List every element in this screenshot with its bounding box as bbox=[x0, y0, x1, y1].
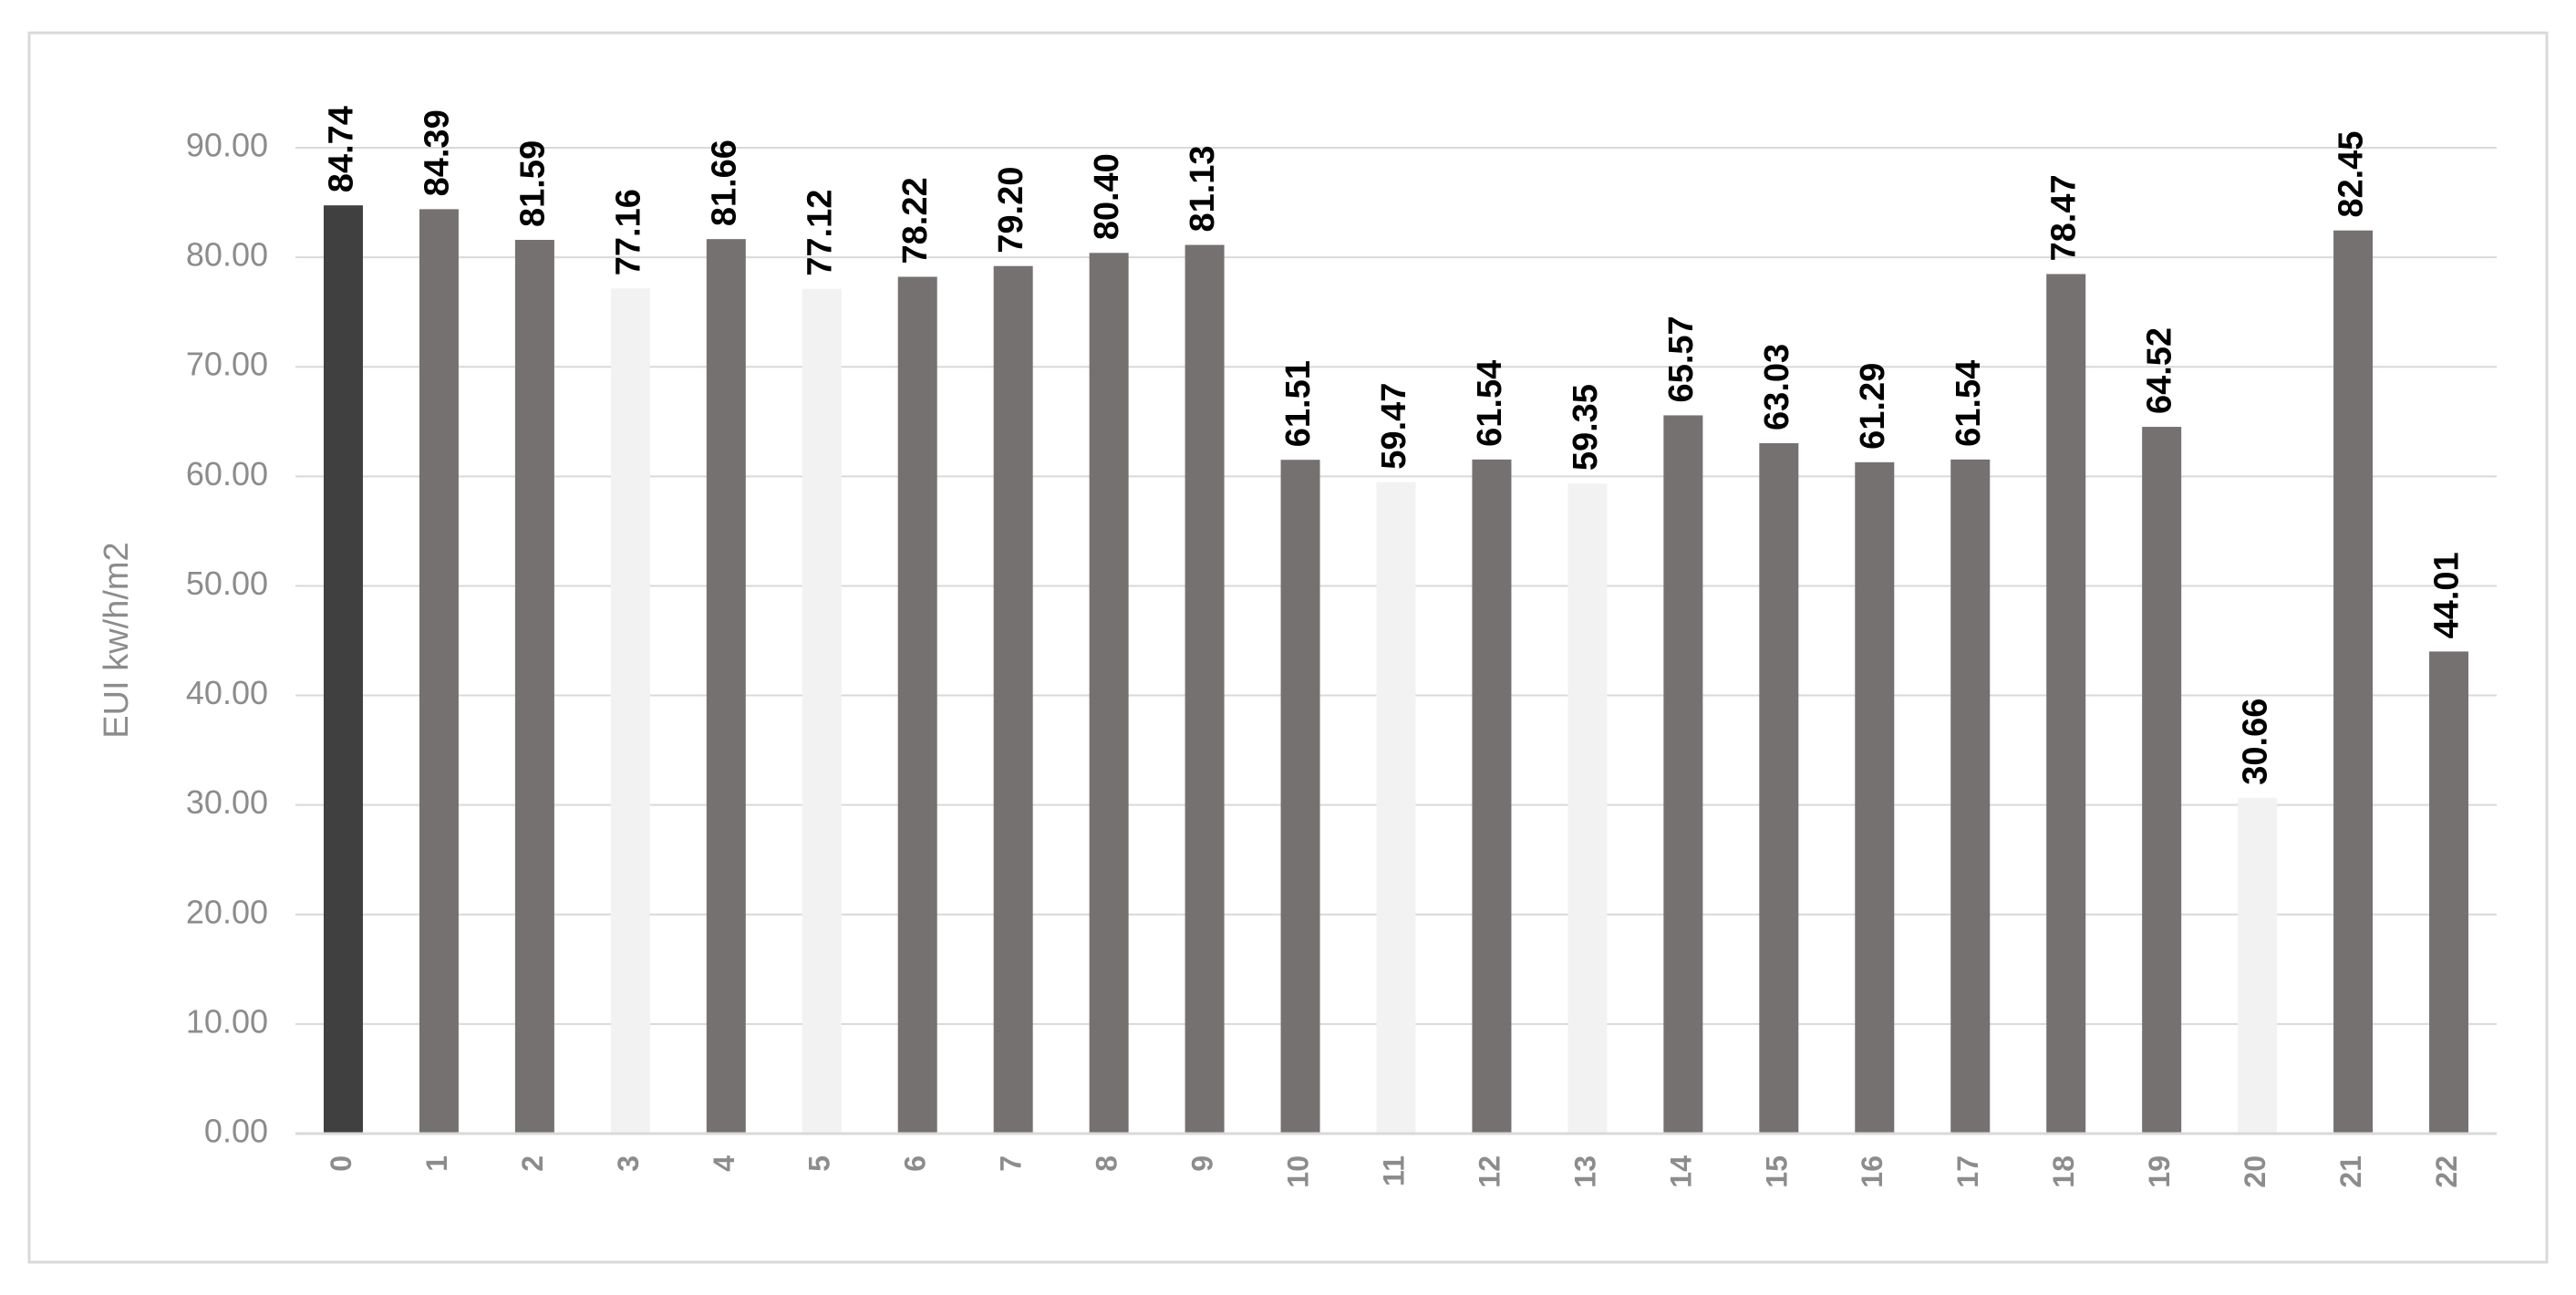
bar bbox=[1280, 460, 1320, 1134]
bar bbox=[1950, 459, 1991, 1134]
bar bbox=[1759, 442, 1799, 1134]
x-tick-label: 10 bbox=[1281, 1155, 1314, 1188]
value-label: 63.03 bbox=[1758, 344, 1796, 430]
y-tick-label: 80.00 bbox=[186, 236, 268, 274]
value-label: 77.16 bbox=[609, 189, 647, 275]
bar bbox=[706, 239, 746, 1134]
x-tick-label: 8 bbox=[1091, 1155, 1123, 1172]
bar bbox=[419, 209, 459, 1134]
bar bbox=[2238, 797, 2278, 1134]
value-label: 82.45 bbox=[2333, 131, 2371, 218]
bar bbox=[802, 288, 842, 1134]
bar bbox=[2333, 230, 2374, 1134]
x-tick-label: 2 bbox=[516, 1155, 549, 1172]
y-axis-label: EUI kw/h/m2 bbox=[98, 542, 136, 738]
x-tick-label: 9 bbox=[1186, 1155, 1219, 1172]
y-tick-label: 60.00 bbox=[186, 455, 268, 492]
bar bbox=[1663, 415, 1703, 1134]
y-tick-label: 0.00 bbox=[204, 1113, 268, 1150]
y-tick-label: 90.00 bbox=[186, 127, 268, 164]
x-tick-label: 18 bbox=[2047, 1155, 2080, 1188]
bar bbox=[323, 205, 363, 1134]
x-tick-label: 7 bbox=[995, 1155, 1028, 1172]
value-label: 44.01 bbox=[2428, 552, 2467, 638]
value-label: 64.52 bbox=[2141, 327, 2179, 414]
bar bbox=[514, 240, 554, 1134]
y-tick-label: 40.00 bbox=[186, 674, 268, 711]
value-label: 81.13 bbox=[1184, 145, 1222, 232]
bar bbox=[2142, 427, 2182, 1134]
x-tick-label: 4 bbox=[708, 1155, 740, 1172]
bar bbox=[2046, 274, 2086, 1134]
value-label: 79.20 bbox=[992, 167, 1030, 254]
x-tick-label: 0 bbox=[325, 1155, 357, 1172]
value-label: 81.59 bbox=[513, 140, 552, 227]
x-tick-label: 16 bbox=[1856, 1155, 1888, 1188]
value-label: 61.51 bbox=[1279, 360, 1318, 447]
value-label: 78.47 bbox=[2045, 174, 2084, 261]
bar bbox=[897, 276, 937, 1134]
value-label: 59.35 bbox=[1567, 384, 1605, 471]
x-tick-label: 14 bbox=[1664, 1155, 1697, 1188]
x-tick-label: 3 bbox=[612, 1155, 645, 1172]
bar bbox=[2429, 651, 2469, 1134]
bar bbox=[610, 288, 650, 1134]
x-tick-label: 15 bbox=[1760, 1155, 1793, 1188]
y-tick-label: 70.00 bbox=[186, 346, 268, 383]
value-label: 59.47 bbox=[1375, 383, 1413, 470]
x-tick-label: 21 bbox=[2334, 1155, 2367, 1188]
x-tick-label: 1 bbox=[420, 1155, 453, 1172]
bar bbox=[1567, 483, 1608, 1134]
x-tick-label: 20 bbox=[2239, 1155, 2271, 1188]
bar bbox=[1376, 482, 1416, 1134]
value-label: 84.74 bbox=[323, 106, 361, 192]
value-label: 80.40 bbox=[1088, 153, 1126, 240]
value-label: 61.54 bbox=[1471, 360, 1509, 447]
x-tick-label: 12 bbox=[1473, 1155, 1505, 1188]
bar bbox=[1185, 244, 1225, 1134]
y-tick-label: 30.00 bbox=[186, 783, 268, 821]
x-tick-label: 22 bbox=[2430, 1155, 2463, 1188]
y-tick-label: 20.00 bbox=[186, 893, 268, 930]
x-tick-label: 13 bbox=[1568, 1155, 1601, 1188]
x-tick-label: 17 bbox=[1951, 1155, 1984, 1188]
value-label: 77.12 bbox=[801, 190, 839, 276]
y-tick-label: 10.00 bbox=[186, 1002, 268, 1040]
value-label: 30.66 bbox=[2237, 699, 2275, 785]
y-tick-label: 50.00 bbox=[186, 565, 268, 602]
x-tick-label: 11 bbox=[1377, 1155, 1410, 1186]
bar bbox=[1855, 461, 1895, 1134]
bar bbox=[993, 265, 1033, 1134]
x-tick-label: 6 bbox=[899, 1155, 932, 1172]
bar bbox=[1472, 459, 1512, 1134]
value-label: 78.22 bbox=[896, 177, 935, 264]
value-label: 61.54 bbox=[1950, 360, 1988, 447]
value-label: 61.29 bbox=[1854, 363, 1892, 450]
x-tick-label: 5 bbox=[803, 1155, 836, 1172]
bar bbox=[1089, 253, 1129, 1134]
value-label: 65.57 bbox=[1662, 316, 1701, 402]
value-label: 81.66 bbox=[705, 140, 743, 226]
x-tick-label: 19 bbox=[2143, 1155, 2176, 1188]
value-label: 84.39 bbox=[418, 109, 456, 196]
